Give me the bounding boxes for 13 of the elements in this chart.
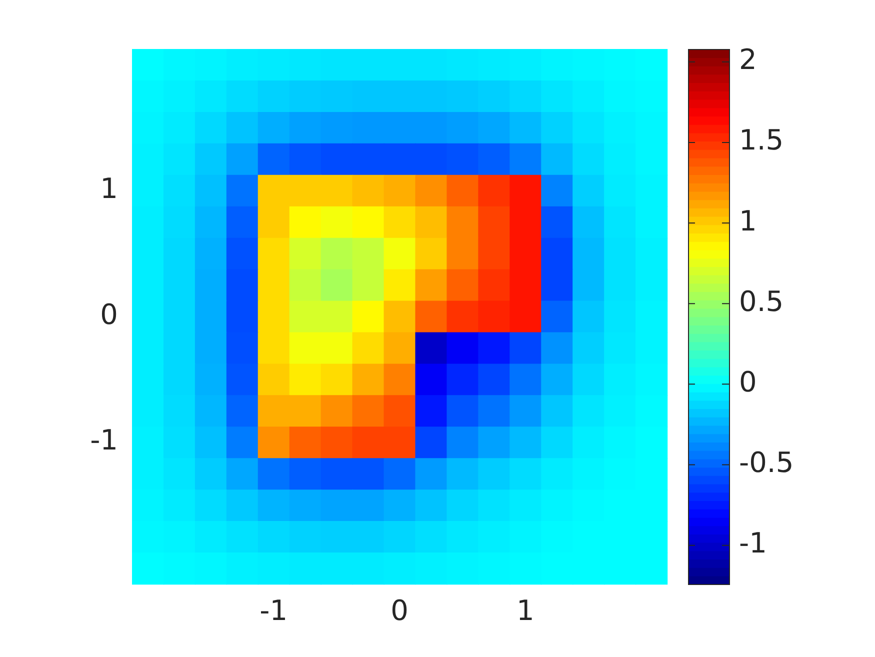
color-bar-label: 2	[739, 43, 757, 76]
color-bar-label: 1.5	[739, 124, 784, 157]
color-bar-label: 1	[739, 204, 757, 238]
color-bar-label: -1	[739, 526, 767, 560]
y-tick-label: 0	[100, 298, 118, 331]
color-bar-label: 0.5	[739, 284, 784, 318]
x-tick-label: 0	[390, 594, 408, 628]
y-tick-label: -1	[90, 424, 118, 457]
color-bar-label: 0	[739, 365, 757, 398]
color-bar-label: -0.5	[739, 446, 794, 480]
y-tick-label: 1	[100, 172, 118, 205]
x-tick-label: -1	[260, 594, 288, 628]
x-tick-label: 1	[516, 594, 534, 628]
